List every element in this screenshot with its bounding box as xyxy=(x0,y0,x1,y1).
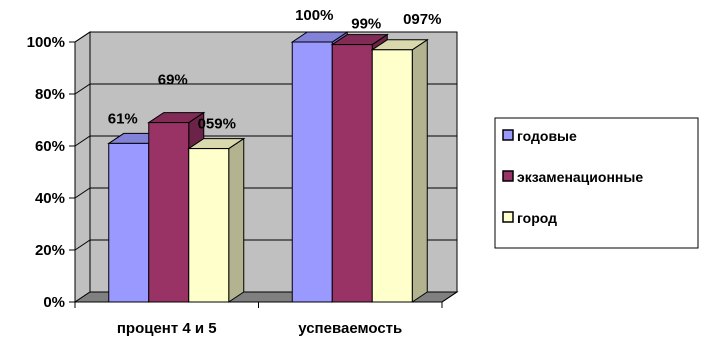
bar-годовые xyxy=(291,41,333,303)
legend-label: город xyxy=(517,210,557,226)
data-label: 99% xyxy=(351,16,381,33)
data-label: 69% xyxy=(158,72,188,89)
data-labels: 61% 69% 059% 100% 99% 097% xyxy=(108,7,442,133)
bar-годовые xyxy=(108,142,150,303)
y-tick-label: 60% xyxy=(35,138,65,155)
y-tick-label: 20% xyxy=(35,242,65,259)
data-label: 097% xyxy=(403,11,441,28)
legend-swatch xyxy=(502,170,514,182)
bar-экзаменационные xyxy=(331,44,373,303)
data-label: 61% xyxy=(108,110,138,127)
y-tick-label: 100% xyxy=(27,34,65,51)
legend-label: годовые xyxy=(517,128,577,144)
bar-side xyxy=(411,38,428,303)
legend-box xyxy=(494,117,699,249)
bar-город xyxy=(188,148,230,303)
legend-swatch xyxy=(502,211,514,223)
y-tick-label: 80% xyxy=(35,86,65,103)
x-axis-categories: процент 4 и 5 успеваемость xyxy=(74,291,458,337)
bars xyxy=(107,31,429,303)
legend: годовые экзаменационные город xyxy=(494,117,699,249)
category-label: успеваемость xyxy=(298,320,402,337)
bar-город xyxy=(371,49,413,303)
category-label: процент 4 и 5 xyxy=(117,320,217,337)
legend-swatch xyxy=(502,129,514,141)
y-tick-label: 0% xyxy=(43,294,65,311)
y-tick-label: 40% xyxy=(35,190,65,207)
floor-edge xyxy=(441,291,458,303)
y-axis-ticks: 0% 20% 40% 60% 80% 100% xyxy=(27,34,76,311)
legend-label: экзаменационные xyxy=(517,169,643,185)
data-label: 059% xyxy=(198,116,236,133)
data-label: 100% xyxy=(295,7,333,24)
bar-side xyxy=(228,137,245,303)
side-wall xyxy=(74,31,91,303)
bar-экзаменационные xyxy=(148,122,190,303)
